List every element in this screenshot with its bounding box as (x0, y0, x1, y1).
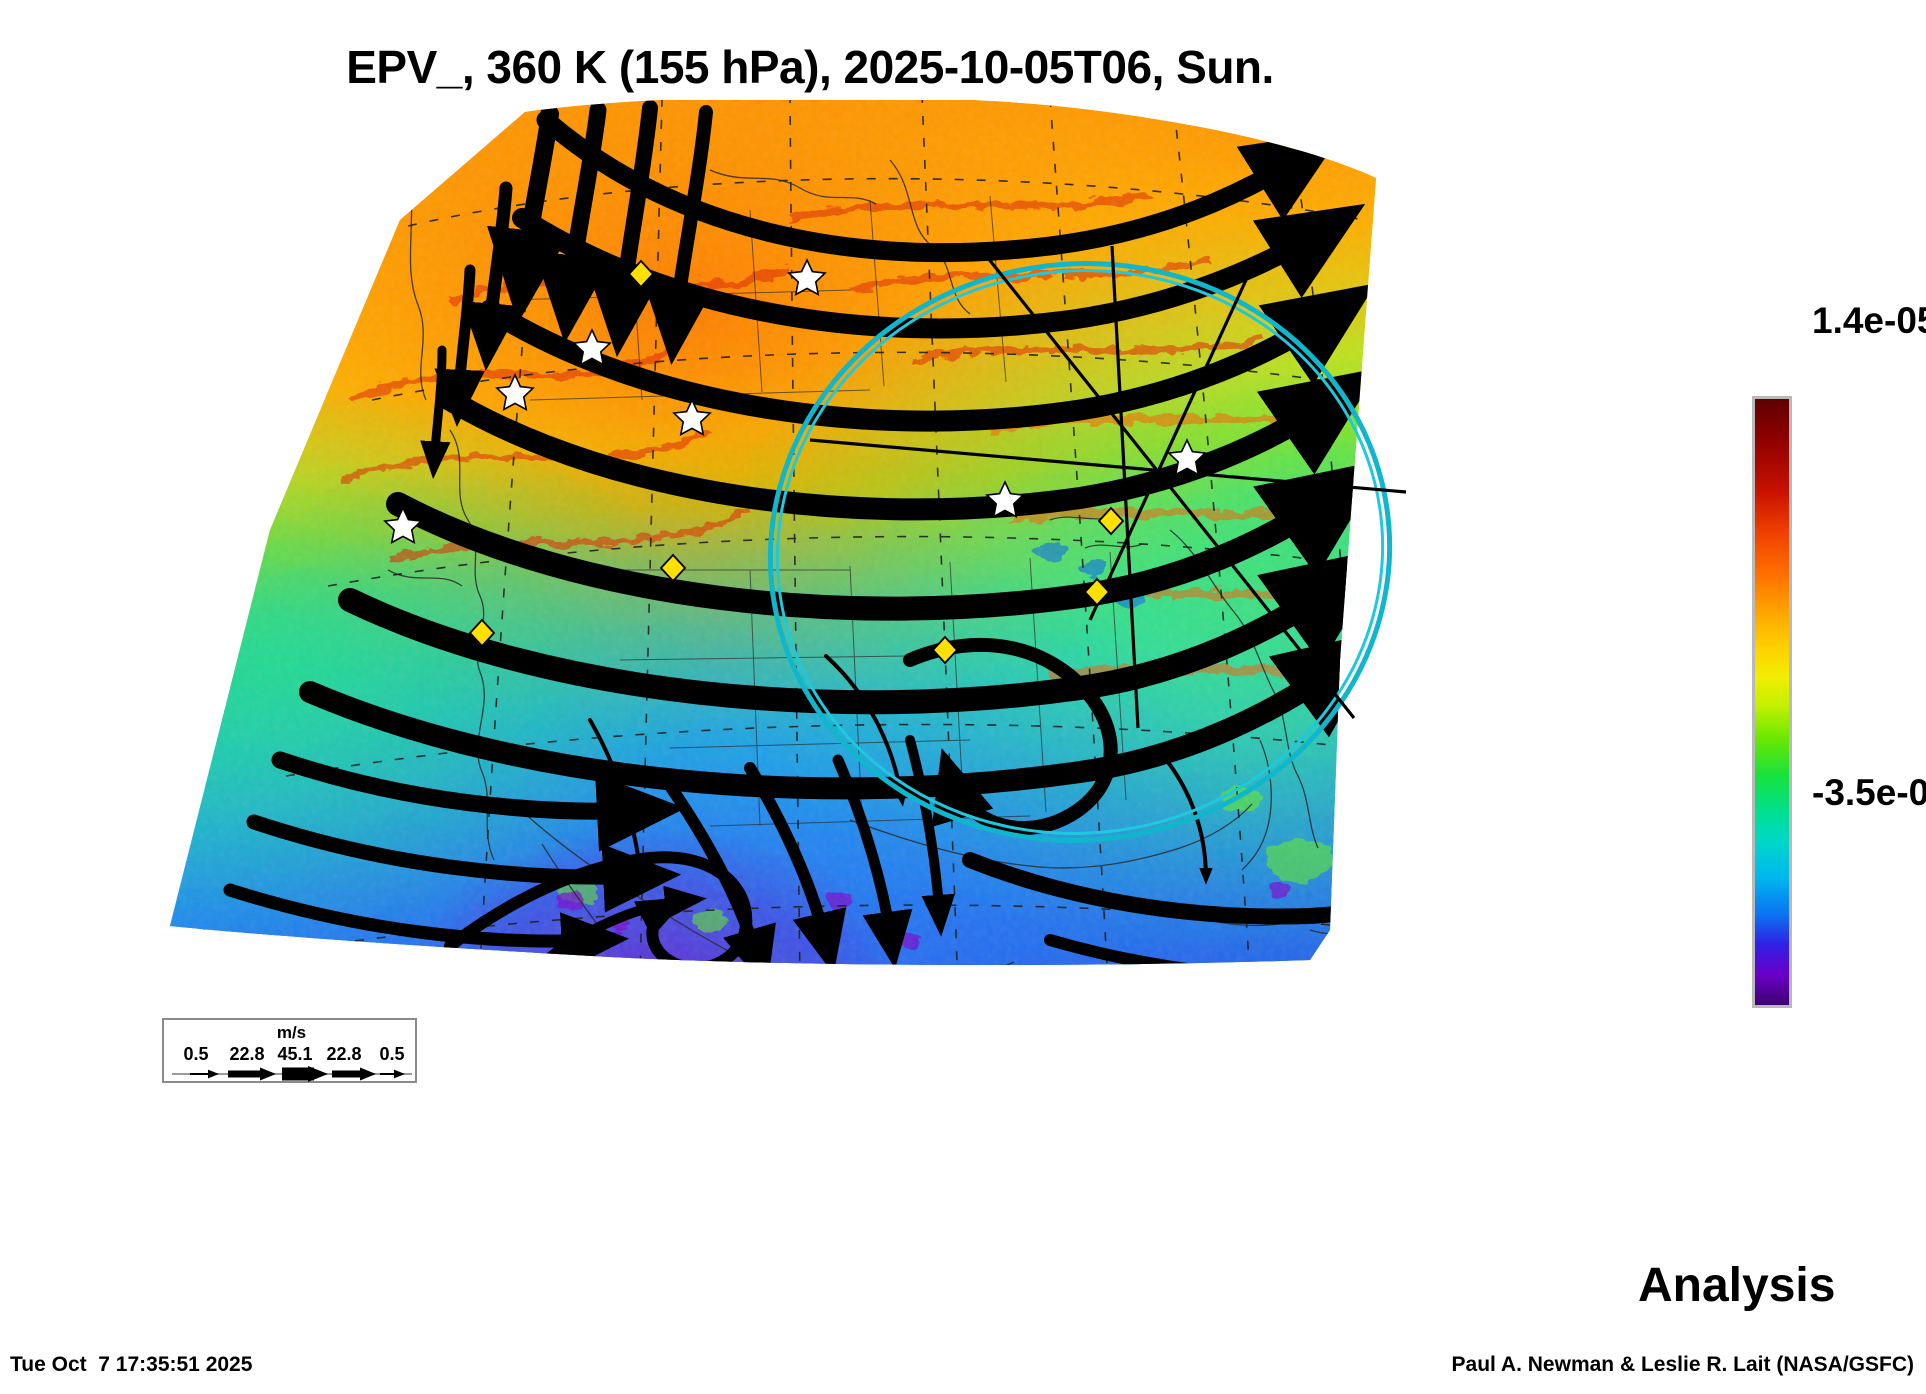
colorbar (1752, 396, 1792, 1008)
wind-tick-4: 0.5 (379, 1044, 405, 1064)
wind-speed-legend: m/s 0.5 22.8 45.1 22.8 0.5 (162, 1018, 417, 1083)
wind-legend-unit: m/s (276, 1023, 307, 1042)
wind-tick-3: 22.8 (326, 1044, 362, 1064)
range-circle-overlay (767, 261, 1393, 843)
marker-star[interactable] (383, 258, 1207, 545)
station-markers[interactable] (383, 258, 1207, 665)
colorbar-max-label: 1.4e-05 (1812, 300, 1926, 341)
map-canvas[interactable] (150, 100, 1550, 1040)
map-panel[interactable] (150, 100, 1550, 1040)
colorbar-gradient (1755, 399, 1789, 1005)
marker-diamond[interactable] (468, 259, 1125, 665)
author-credit: Paul A. Newman & Leslie R. Lait (NASA/GS… (1451, 1353, 1914, 1376)
wind-legend-ticks: 0.5 22.8 45.1 22.8 0.5 (164, 1044, 419, 1064)
wind-legend-arrow-scale (172, 1066, 412, 1082)
flight-track-lines (809, 245, 1407, 729)
colorbar-min-label: -3.5e-06 (1812, 772, 1926, 813)
wind-tick-2: 45.1 (277, 1044, 313, 1064)
page-title: EPV_, 360 K (155 hPa), 2025-10-05T06, Su… (346, 41, 1274, 93)
wind-tick-0: 0.5 (183, 1044, 209, 1064)
analysis-label: Analysis (1638, 1259, 1836, 1312)
render-timestamp: Tue Oct 7 17:35:51 2025 (10, 1353, 253, 1376)
wind-streamlines (199, 100, 1376, 966)
wind-tick-1: 22.8 (229, 1044, 265, 1064)
